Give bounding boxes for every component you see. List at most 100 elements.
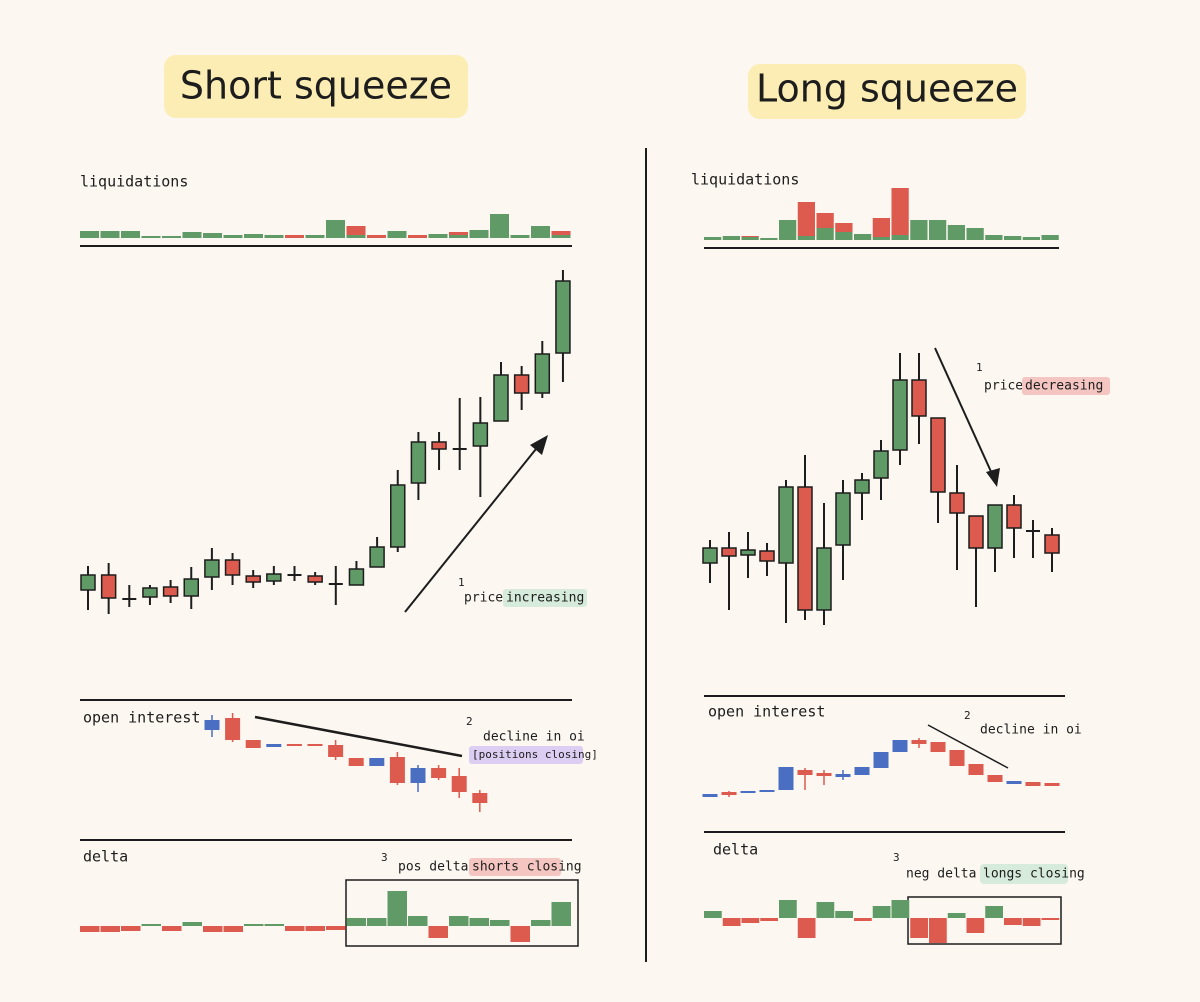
liquidation-bar: [510, 235, 530, 238]
liquidation-bar: [1022, 237, 1040, 240]
focus-box: [907, 896, 1062, 945]
note-text: neg delta =: [906, 867, 992, 882]
note-text: decline in oi: [483, 730, 585, 745]
candle-body: [816, 547, 832, 611]
note-number: 1: [976, 361, 983, 374]
note-text: price: [464, 591, 503, 606]
liquidation-bar: [741, 236, 759, 237]
liquidation-bar: [835, 232, 853, 240]
candle-body: [142, 587, 158, 598]
liquidation-bar: [469, 230, 489, 238]
candle-body: [431, 768, 447, 778]
delta-bar: [346, 918, 366, 926]
liquidation-bar: [891, 188, 909, 235]
liquidation-bar: [854, 234, 872, 240]
candle-body: [797, 770, 813, 775]
liquidation-bar: [121, 231, 140, 238]
title-box: [748, 64, 1026, 119]
candle-body: [835, 774, 851, 777]
candle-body: [835, 492, 851, 546]
delta-bar: [305, 926, 325, 931]
candle-body: [204, 720, 220, 730]
arrow-head: [530, 435, 548, 455]
candle-body: [987, 775, 1003, 782]
candle-body: [204, 559, 220, 578]
highlight: [980, 864, 1068, 884]
candle-body: [286, 744, 302, 746]
section-label: delta: [713, 841, 758, 859]
note-highlight: shorts closing: [472, 860, 582, 875]
liquidation-bar: [891, 235, 909, 240]
delta-bar: [741, 918, 760, 923]
delta-bar: [760, 918, 778, 921]
liquidation-bar: [722, 236, 740, 240]
candle-body: [702, 547, 718, 564]
candle-body: [431, 441, 447, 450]
liquidation-bar: [797, 202, 815, 236]
candle-body: [452, 448, 467, 450]
liquidation-bar: [100, 231, 120, 238]
candle-body: [472, 422, 489, 447]
note-number: 3: [893, 851, 900, 864]
liquidation-bar: [551, 235, 571, 238]
candle-body: [778, 767, 794, 790]
delta-bar: [551, 902, 571, 926]
note-text: decline in oi: [980, 723, 1082, 738]
candle-body: [987, 504, 1003, 549]
candle-body: [513, 374, 530, 394]
note-highlight: [positions closing]: [472, 748, 598, 761]
note-highlight: longs closing: [983, 867, 1085, 882]
candle-body: [162, 586, 179, 597]
note-number: 1: [458, 576, 465, 589]
delta-bar: [449, 916, 469, 926]
delta-bar: [779, 900, 797, 918]
candle-body: [740, 549, 756, 556]
liquidation-bar: [326, 220, 345, 238]
delta-bar: [469, 918, 489, 926]
liquidation-bar: [264, 235, 284, 238]
candle-body: [534, 353, 551, 394]
delta-bar: [100, 926, 120, 932]
liquidation-bar: [408, 235, 427, 238]
liquidation-bar: [704, 237, 722, 240]
candle-body: [369, 546, 385, 568]
section-label: delta: [83, 848, 128, 866]
candle-body: [854, 479, 870, 494]
candle-body: [1044, 534, 1060, 554]
liquidation-bar: [966, 228, 984, 240]
liquidation-bar: [1004, 236, 1022, 240]
liquidation-bar: [141, 236, 161, 238]
candle-body: [797, 486, 813, 611]
candle-body: [100, 574, 117, 599]
candle-body: [873, 450, 889, 479]
candle-body: [892, 740, 908, 752]
section-label: liquidations: [80, 173, 188, 191]
delta-bar: [408, 916, 428, 926]
candle-body: [328, 745, 344, 757]
delta-bar: [141, 924, 161, 926]
candle-body: [266, 573, 282, 582]
candle-body: [555, 280, 571, 354]
delta-bar: [203, 926, 223, 932]
liquidation-bar: [872, 237, 890, 240]
liquidation-bar: [367, 235, 386, 238]
section-label: open interest: [708, 703, 825, 721]
delta-bar: [80, 926, 100, 932]
liquidation-bar: [872, 218, 890, 237]
delta-bar: [891, 900, 910, 918]
candle-body: [266, 744, 282, 747]
candle-body: [721, 547, 737, 557]
liquidation-bar: [428, 234, 448, 238]
candle-body: [1026, 530, 1040, 532]
candle-body: [930, 417, 946, 493]
liquidation-bar: [80, 231, 99, 238]
candle-body: [390, 484, 406, 548]
candle-body: [1025, 782, 1041, 786]
delta-bar: [985, 906, 1003, 918]
delta-bar: [531, 920, 551, 926]
note-highlight: increasing: [506, 591, 584, 606]
candle-body: [410, 441, 427, 484]
candle-body: [307, 575, 323, 583]
liquidation-bar: [346, 226, 366, 235]
liquidation-bar: [244, 234, 263, 238]
